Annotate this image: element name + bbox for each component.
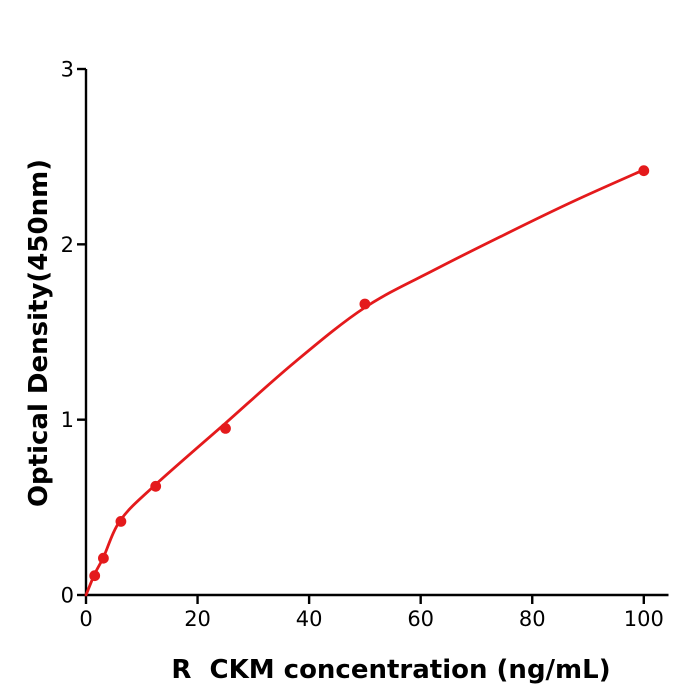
x-tick-label: 0 <box>79 607 92 631</box>
x-axis-title: R CKM concentration (ng/mL) <box>171 655 610 685</box>
x-tick-label: 100 <box>624 607 664 631</box>
data-point-marker <box>150 480 162 492</box>
data-point-marker <box>638 165 650 177</box>
axis-spine <box>84 69 669 597</box>
y-tick-label: 3 <box>61 58 74 82</box>
y-tick-label: 2 <box>61 233 74 257</box>
data-point-marker <box>115 516 127 527</box>
x-tick-label: 20 <box>184 607 211 631</box>
x-tick-label: 40 <box>296 607 323 631</box>
x-axis-ticks: 0 20 40 60 80 100 <box>79 595 664 631</box>
data-points <box>89 165 650 582</box>
data-point-marker <box>98 552 109 564</box>
y-axis-title: Optical Density(450nm) <box>24 159 54 507</box>
x-tick-label: 60 <box>407 607 434 631</box>
data-point-marker <box>89 570 101 582</box>
axes-spines <box>84 69 669 597</box>
y-tick-label: 1 <box>61 408 74 432</box>
x-tick-label: 80 <box>519 607 546 631</box>
y-tick-label: 0 <box>61 584 74 608</box>
data-point-marker <box>220 423 231 434</box>
data-point-marker <box>359 298 371 310</box>
fitted-curve-line <box>84 168 646 597</box>
y-axis-ticks: 0 1 2 3 <box>61 58 86 608</box>
